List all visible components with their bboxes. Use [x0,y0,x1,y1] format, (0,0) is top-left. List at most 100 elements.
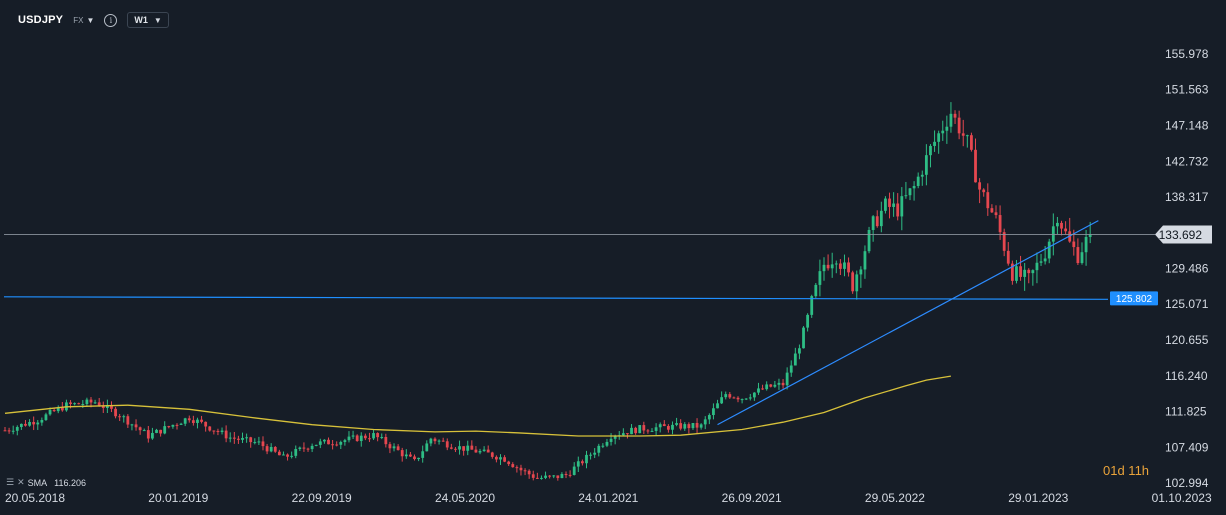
candle-body [535,477,539,479]
candle-body [52,410,56,412]
candle-body [134,424,138,428]
candle-body [253,442,257,444]
candle-body [994,212,998,216]
candle-body [265,446,269,452]
close-icon[interactable]: ✕ [17,477,25,487]
candle-body [630,427,633,435]
candle-body [425,443,429,452]
candle-body [933,141,936,146]
candle-body [548,475,552,477]
candle-body [261,441,265,447]
candle-body [310,445,314,450]
candle-body [859,269,863,275]
y-tick-label: 107.409 [1165,440,1209,454]
candle-body [593,452,597,455]
info-icon[interactable]: i [104,13,118,27]
candle-body [429,438,433,444]
x-tick-label: 29.05.2022 [865,491,925,505]
candle-body [806,314,810,328]
candle-body [486,449,490,453]
symbol-label[interactable]: USDJPY [18,14,64,26]
y-tick-label: 116.240 [1165,369,1208,383]
candle-body [130,424,134,426]
candle-body [826,264,830,269]
candle-body [224,430,228,439]
candle-body [449,447,453,449]
candle-body [282,454,285,456]
candle-body [216,430,220,432]
y-tick-label: 142.732 [1165,154,1209,168]
candle-body [495,456,498,460]
candle-body [482,449,486,452]
support-price-label: 125.802 [1116,294,1153,305]
candle-body [744,398,748,400]
candle-body [97,402,101,407]
candle-body [920,174,924,177]
candle-body [409,454,412,457]
candle-body [302,447,306,449]
candle-body [716,403,719,409]
market-selector[interactable]: FX ▼ [73,16,94,25]
trend-line[interactable] [717,220,1099,426]
candle-body [1015,266,1018,281]
candle-body [56,407,60,412]
candle-body [789,365,793,373]
candle-body [580,461,584,464]
candle-body [929,145,932,156]
candle-body [871,216,875,230]
candle-body [990,208,994,213]
support-line[interactable] [3,296,1109,300]
candle-body [159,429,163,434]
candle-body [48,410,52,415]
candle-body [466,445,470,451]
candle-body [179,423,183,425]
candle-body [785,372,789,386]
y-tick-label: 125.071 [1165,297,1209,311]
interval-selector[interactable]: W1 ▼ [127,12,169,28]
candle-body [867,229,871,252]
candle-body [290,455,294,457]
current-price-tag: 133.692 [1155,225,1212,244]
candle-body [851,272,855,292]
candle-body [372,433,375,439]
candle-body [752,392,756,398]
settings-icon[interactable]: ☰ [6,477,15,487]
candle-body [212,430,216,432]
candle-body [798,348,801,354]
market-label: FX [73,15,84,25]
candle-body [462,446,466,451]
candle-body [924,155,928,175]
candle-body [601,445,605,447]
candle-body [294,448,298,456]
y-axis: 155.978151.563147.148142.732138.317133.9… [1165,47,1209,490]
candle-body [687,424,691,429]
x-tick-label: 20.01.2019 [148,491,208,505]
candle-body [781,382,785,386]
candle-body [60,407,64,411]
candle-body [638,425,642,434]
current-price-label: 133.692 [1159,228,1203,242]
candle-body [945,126,949,131]
candle-body [110,405,113,409]
candle-body [69,402,72,405]
candle-body [200,419,203,422]
candle-body [327,439,330,445]
candle-body [28,421,31,426]
candle-body [474,449,478,453]
candle-body [421,451,425,458]
candle-body [142,430,146,432]
candle-body [249,437,253,443]
candle-body [1010,263,1014,281]
candle-body [175,424,179,426]
candle-body [445,441,449,448]
candle-body [232,437,236,439]
candle-body [658,424,662,428]
candle-body [875,216,879,227]
candles [3,102,1092,481]
candle-body [241,437,244,440]
candle-body [965,135,969,137]
x-tick-label: 26.09.2021 [722,491,782,505]
candle-body [7,430,11,432]
